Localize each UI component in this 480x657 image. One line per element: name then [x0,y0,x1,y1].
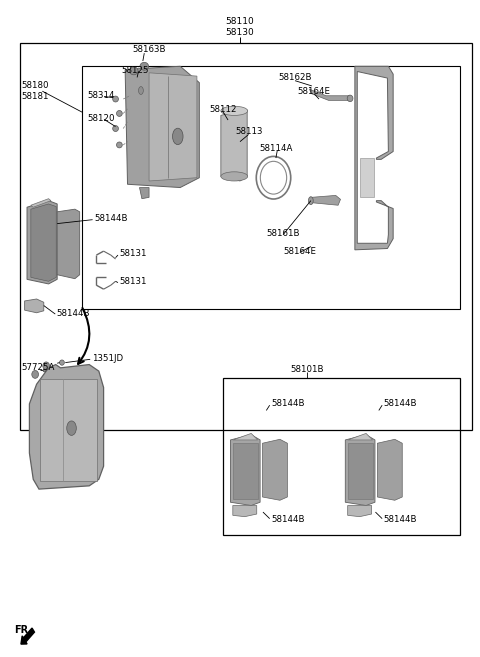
Text: 58125: 58125 [122,66,149,76]
Polygon shape [57,209,80,279]
Polygon shape [311,195,340,205]
Ellipse shape [221,106,248,116]
Polygon shape [27,200,57,284]
FancyArrow shape [21,628,35,644]
Polygon shape [125,66,199,187]
Polygon shape [310,89,351,101]
Text: 58114A: 58114A [259,144,292,152]
Text: 58314: 58314 [88,91,115,101]
Polygon shape [140,187,149,198]
Ellipse shape [140,62,149,70]
Text: 58144B: 58144B [271,399,305,409]
Text: 58120: 58120 [88,114,115,124]
Polygon shape [355,66,393,250]
Polygon shape [348,505,372,516]
Ellipse shape [32,371,38,378]
Ellipse shape [117,142,122,148]
Text: 58180: 58180 [21,81,49,91]
Polygon shape [233,434,258,440]
Text: 58101B: 58101B [290,365,324,374]
Polygon shape [233,505,257,516]
Polygon shape [263,440,288,500]
Bar [40,379,97,481]
Ellipse shape [347,95,353,102]
Text: 58113: 58113 [235,127,263,136]
Polygon shape [29,365,104,489]
Bar [82,66,460,309]
Bar [348,443,372,499]
Polygon shape [24,299,44,313]
Polygon shape [31,204,56,281]
Bar [20,43,472,430]
Text: 58181: 58181 [21,92,49,101]
Ellipse shape [67,421,76,436]
Ellipse shape [113,125,119,131]
Ellipse shape [113,96,119,102]
Ellipse shape [309,196,313,204]
Text: 58144B: 58144B [94,214,128,223]
Text: 58144B: 58144B [271,516,305,524]
Text: 58161B: 58161B [267,229,300,238]
Ellipse shape [117,110,122,116]
Text: 58112: 58112 [210,105,237,114]
Text: 58164E: 58164E [298,87,330,96]
Text: 58131: 58131 [120,277,147,286]
Text: 58110: 58110 [226,17,254,26]
Text: 57725A: 57725A [21,363,55,373]
Text: 58144B: 58144B [384,516,417,524]
Ellipse shape [221,172,248,181]
Text: 58162B: 58162B [278,73,312,82]
Bar [223,378,460,535]
Bar [233,443,258,499]
Polygon shape [31,198,51,207]
Polygon shape [345,435,375,505]
Text: 58131: 58131 [120,249,147,258]
Text: 58130: 58130 [226,28,254,37]
Ellipse shape [172,128,183,145]
Text: 58144B: 58144B [57,309,90,318]
Polygon shape [149,73,197,181]
Text: 58164E: 58164E [283,246,316,256]
Text: 58163B: 58163B [132,45,166,55]
Ellipse shape [139,87,144,95]
Polygon shape [360,158,374,197]
Polygon shape [230,435,260,505]
Polygon shape [221,110,247,181]
Polygon shape [348,434,372,440]
Ellipse shape [130,67,138,75]
Ellipse shape [43,362,49,370]
Text: FR.: FR. [14,625,32,635]
Polygon shape [377,440,402,500]
Ellipse shape [60,360,64,365]
Text: 1351JD: 1351JD [92,353,123,363]
Text: 58144B: 58144B [384,399,417,409]
